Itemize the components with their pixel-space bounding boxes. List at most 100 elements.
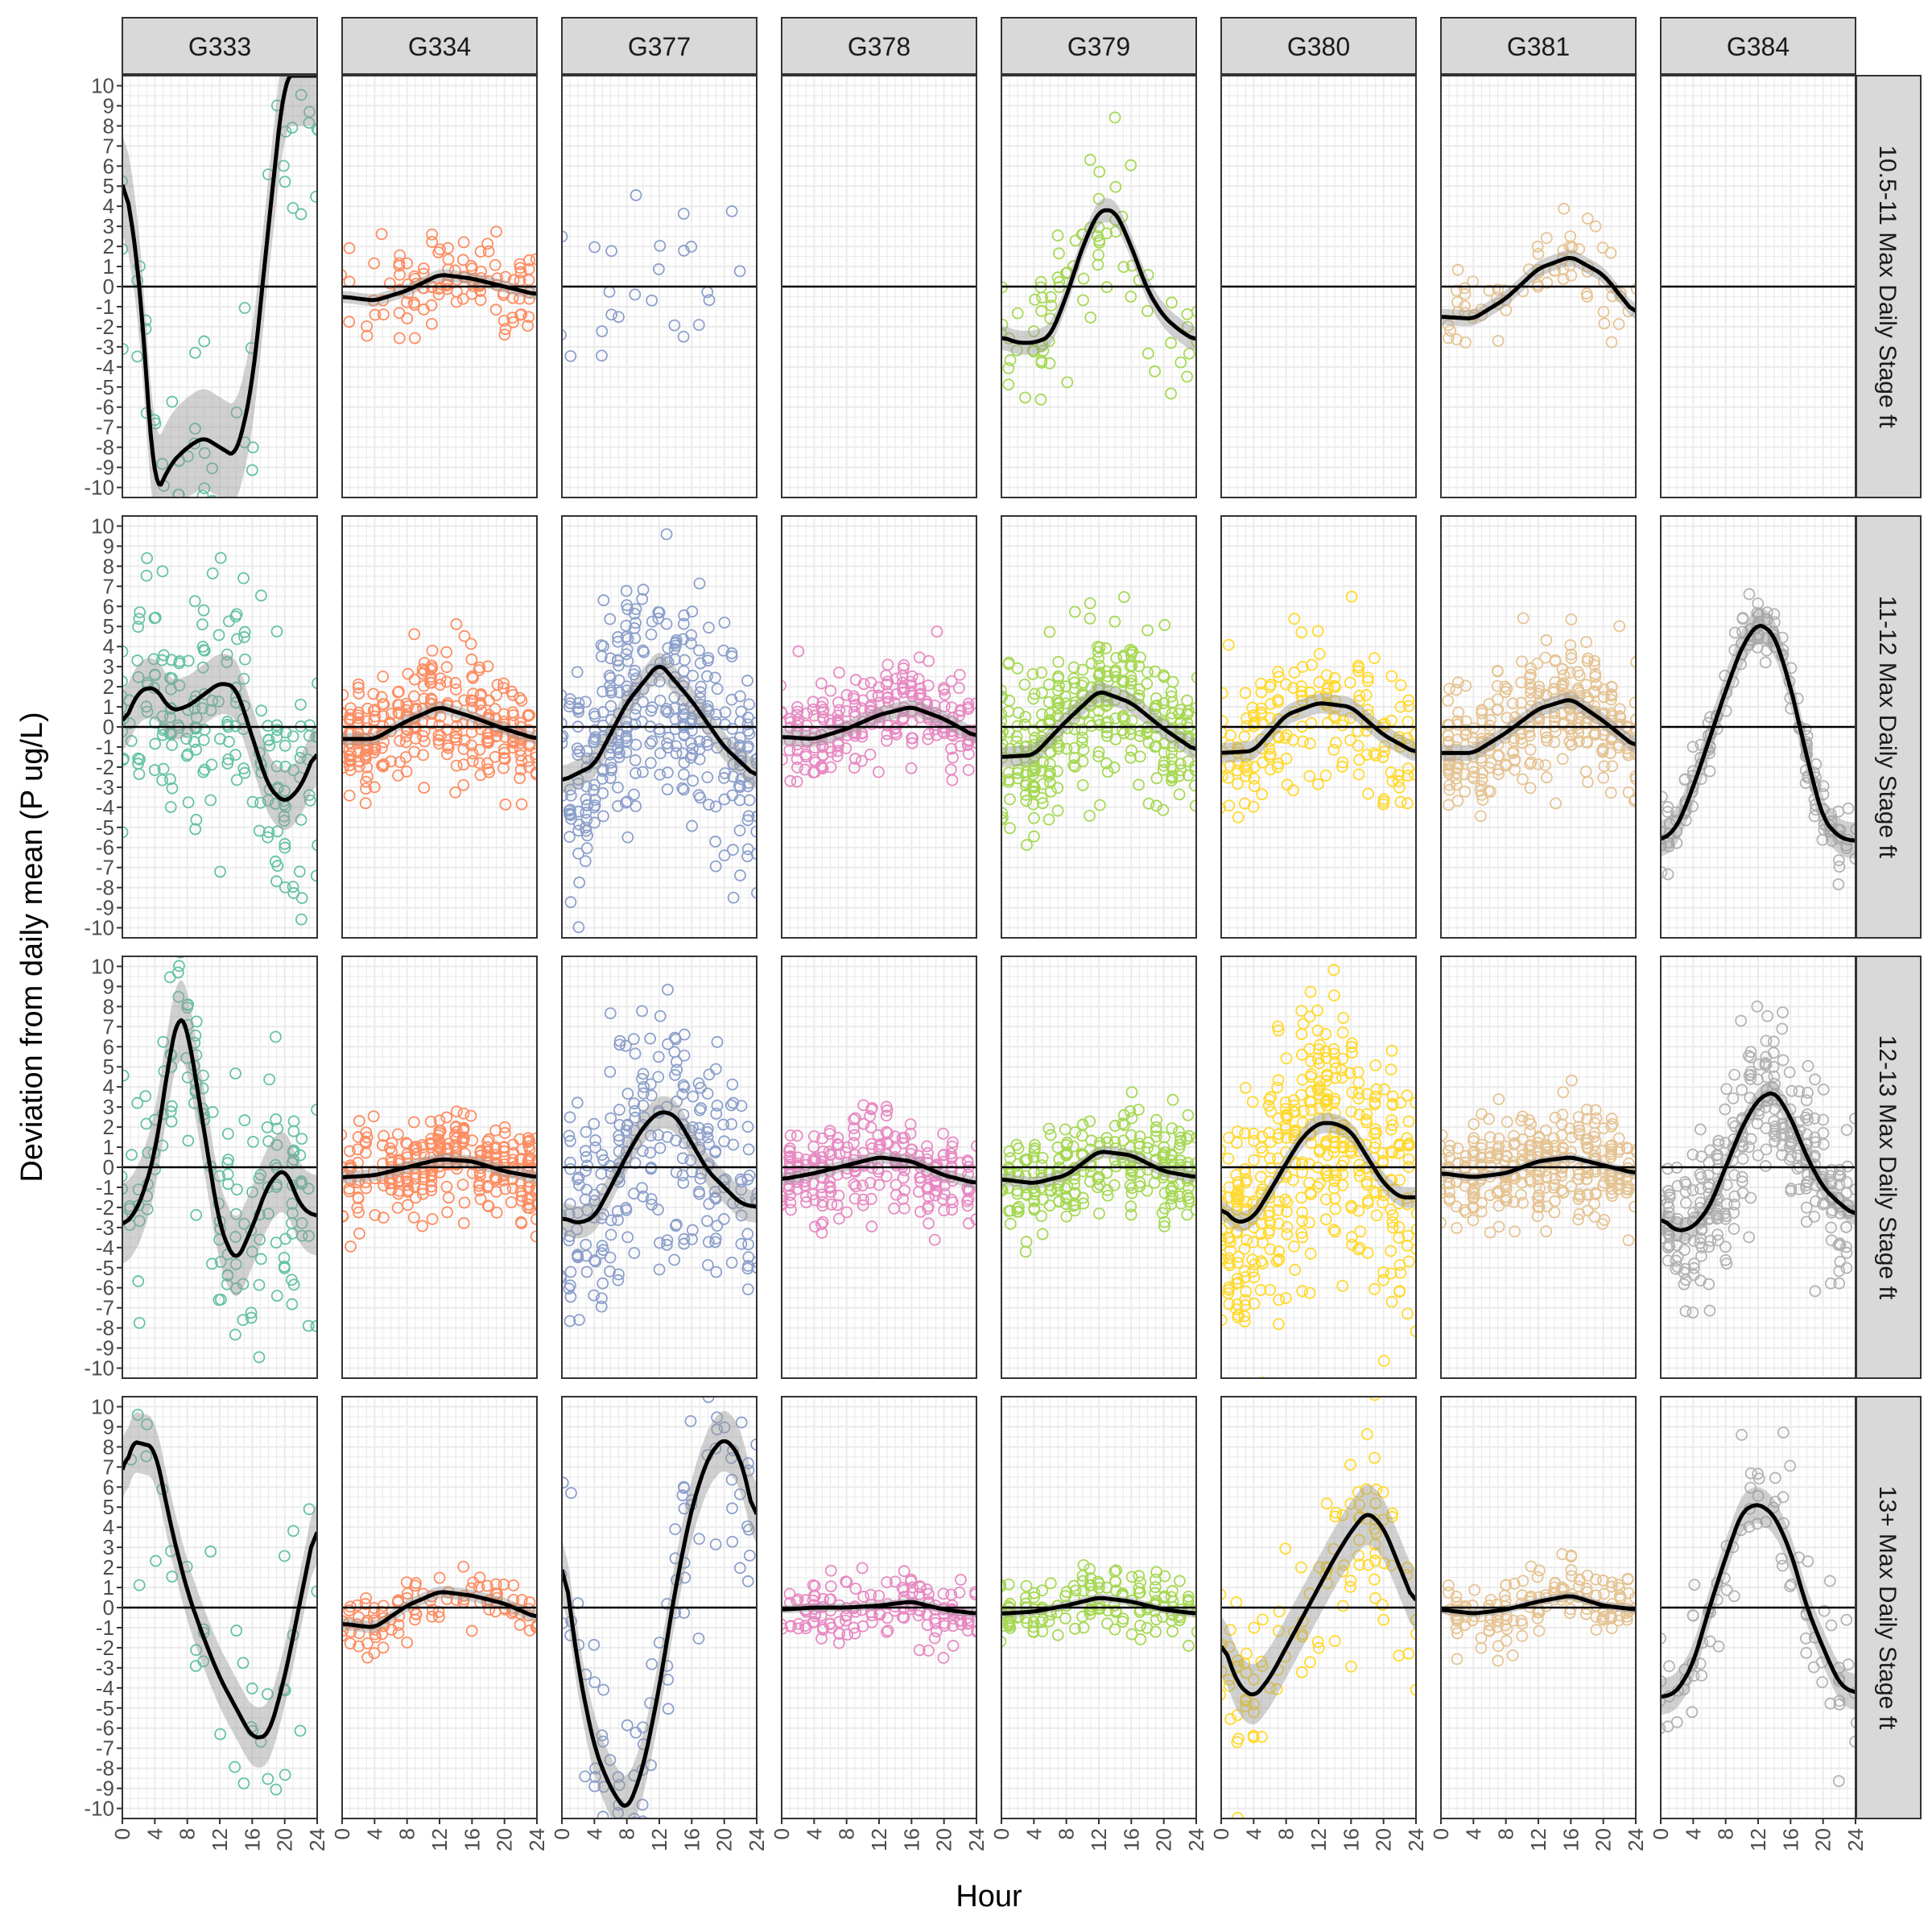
data-point: [254, 796, 266, 809]
data-point: [482, 737, 495, 749]
data-point: [1189, 744, 1196, 757]
data-point: [474, 769, 487, 782]
data-point: [410, 1167, 422, 1180]
data-point: [1532, 263, 1545, 276]
data-point: [230, 406, 243, 419]
data-point: [1484, 724, 1496, 736]
data-point: [1142, 737, 1155, 749]
data-point: [1271, 761, 1284, 774]
data-point: [735, 705, 748, 718]
data-point: [637, 1067, 650, 1080]
data-point: [1001, 684, 1007, 696]
data-point: [514, 266, 527, 279]
data-point: [1158, 619, 1171, 631]
data-point: [612, 631, 624, 643]
data-point: [784, 1189, 796, 1201]
data-point: [678, 756, 691, 769]
data-point: [621, 831, 634, 844]
data-point: [865, 1220, 878, 1232]
data-point: [652, 263, 665, 275]
data-point: [1084, 612, 1096, 625]
data-point: [620, 1202, 632, 1214]
data-point: [751, 1261, 757, 1274]
data-point: [848, 706, 861, 718]
data-point: [1556, 663, 1569, 675]
data-point: [190, 743, 202, 756]
data-point: [451, 1125, 463, 1138]
data-point: [824, 1175, 836, 1187]
data-point: [1173, 788, 1186, 801]
data-point: [1759, 656, 1772, 669]
data-point: [245, 1311, 258, 1324]
data-point: [564, 697, 576, 709]
data-point: [1613, 703, 1626, 716]
data-point: [645, 757, 657, 770]
data-point: [1221, 802, 1227, 815]
data-point: [1246, 701, 1259, 714]
data-point: [669, 713, 682, 726]
data-point: [962, 1217, 975, 1230]
data-point: [1566, 712, 1579, 724]
data-point: [670, 1220, 682, 1232]
data-point: [742, 1238, 754, 1251]
data-point: [678, 783, 690, 796]
data-point: [1044, 776, 1056, 789]
data-point: [572, 847, 584, 860]
data-point: [507, 737, 520, 749]
data-point: [628, 1187, 640, 1200]
data-point: [401, 1175, 414, 1187]
data-point: [1124, 643, 1137, 656]
data-point: [1133, 660, 1146, 672]
panel-marks: [1221, 590, 1416, 824]
data-point: [701, 739, 714, 751]
data-point: [230, 497, 241, 508]
data-point: [565, 812, 577, 825]
data-point: [1492, 334, 1505, 347]
data-point: [418, 665, 431, 677]
data-point: [1085, 720, 1098, 733]
data-point: [514, 737, 527, 749]
data-point: [303, 105, 316, 118]
data-point: [262, 720, 275, 733]
data-point: [621, 735, 634, 748]
data-point: [572, 777, 584, 790]
data-point: [269, 855, 282, 868]
data-point: [391, 686, 404, 699]
data-point: [1313, 647, 1326, 660]
data-point: [1165, 690, 1178, 703]
data-point: [1221, 762, 1227, 775]
data-point: [157, 762, 170, 775]
data-point: [904, 1118, 917, 1131]
panel-g380-row-2: [1220, 515, 1417, 939]
data-point: [532, 1183, 537, 1196]
data-point: [1549, 264, 1561, 277]
data-point: [173, 657, 185, 670]
data-point: [1068, 605, 1081, 618]
panel-marks: [782, 1099, 976, 1246]
data-point: [653, 606, 666, 619]
data-point: [530, 748, 537, 761]
data-point: [490, 1207, 503, 1219]
data-point: [660, 653, 673, 666]
data-point: [1043, 745, 1056, 758]
data-point: [514, 691, 526, 704]
data-point: [923, 728, 935, 741]
data-point: [122, 242, 129, 255]
data-point: [703, 1198, 716, 1211]
data-point: [676, 1152, 689, 1165]
data-point: [693, 1104, 706, 1117]
data-point: [245, 1307, 258, 1319]
data-point: [686, 819, 698, 832]
data-point: [831, 1137, 844, 1150]
data-point: [1067, 672, 1080, 685]
data-point: [1582, 652, 1595, 665]
data-point: [1035, 304, 1048, 317]
data-point: [645, 1193, 658, 1205]
data-point: [677, 617, 690, 630]
points-series-g378: [782, 625, 976, 788]
data-point: [1385, 670, 1398, 683]
data-point: [1476, 789, 1488, 801]
data-point: [668, 676, 681, 688]
data-point: [1084, 691, 1097, 704]
